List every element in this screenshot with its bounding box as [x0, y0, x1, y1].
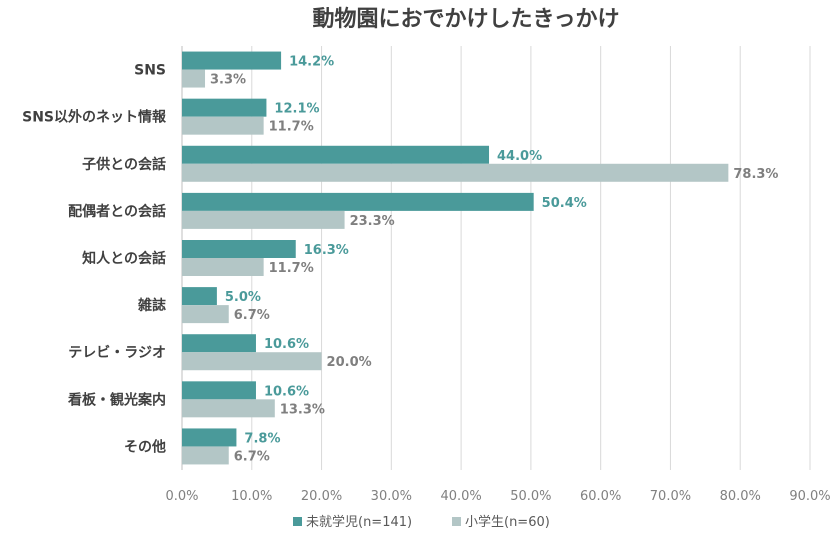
legend-swatch-series-1 [293, 517, 302, 526]
data-label-series-2: 11.7% [269, 261, 314, 276]
x-tick-label: 10.0% [231, 489, 272, 504]
x-tick-label: 0.0% [165, 489, 198, 504]
category-label: テレビ・ラジオ [68, 345, 166, 361]
data-label-series-2: 23.3% [350, 214, 395, 229]
chart-title: 動物園におでかけしたきっかけ [312, 6, 619, 32]
x-tick-label: 50.0% [510, 489, 551, 504]
category-label: その他 [124, 438, 166, 455]
legend-swatch-series-2 [452, 517, 461, 526]
bar-series-2 [182, 163, 729, 182]
data-label-series-1: 12.1% [274, 102, 319, 117]
x-tick-label: 90.0% [789, 489, 830, 504]
x-tick-label: 80.0% [720, 489, 761, 504]
category-labels: SNS SNS以外のネット情報子供との会話配偶者との会話知人との会話雑誌テレビ・ラ… [22, 63, 167, 456]
bar-series-2 [182, 305, 229, 324]
bar-series-2 [182, 446, 229, 465]
data-label-series-2: 78.3% [733, 167, 778, 182]
x-tick-label: 40.0% [440, 489, 481, 504]
legend-label-series-2: 小学生(n=60) [465, 514, 550, 530]
bar-series-1 [182, 240, 296, 258]
category-label: 雑誌 [137, 297, 166, 314]
data-label-series-2: 20.0% [327, 355, 372, 370]
data-label-series-2: 3.3% [210, 73, 246, 88]
x-axis-ticks: 0.0% 10.0% 20.0% 30.0% 40.0% 50.0% 60.0% 70.0% 8… [165, 489, 830, 504]
bar-series-2 [182, 258, 264, 276]
category-label: 子供との会話 [82, 156, 166, 173]
data-label-series-1: 10.6% [264, 384, 309, 399]
bar-series-1 [182, 98, 267, 117]
bar-series-2 [182, 210, 345, 229]
bar-series-2 [182, 352, 322, 371]
category-label: SNS [134, 63, 166, 79]
data-label-series-2: 11.7% [269, 120, 314, 135]
bar-series-1 [182, 428, 237, 447]
category-label: 看板・観光案内 [67, 391, 166, 408]
x-tick-label: 70.0% [650, 489, 691, 504]
data-label-series-1: 16.3% [304, 243, 349, 258]
bar-series-1 [182, 287, 217, 306]
data-label-series-1: 50.4% [542, 196, 587, 211]
data-label-series-2: 13.3% [280, 402, 325, 417]
data-label-series-1: 5.0% [225, 290, 261, 305]
category-label: 知人との会話 [82, 250, 166, 267]
bar-series-1 [182, 51, 282, 70]
bars [182, 51, 729, 465]
data-labels: 14.2%3.3%12.1%11.7%44.0%78.3%50.4%23.3%1… [210, 55, 778, 465]
data-label-series-2: 6.7% [234, 308, 270, 323]
legend-label-series-1: 未就学児(n=141) [306, 514, 412, 530]
bar-series-2 [182, 69, 206, 88]
bar-series-2 [182, 116, 264, 135]
bar-series-1 [182, 381, 256, 400]
x-tick-label: 60.0% [580, 489, 621, 504]
data-label-series-1: 7.8% [244, 431, 280, 446]
data-label-series-1: 10.6% [264, 337, 309, 352]
bar-series-1 [182, 145, 490, 164]
data-label-series-1: 44.0% [497, 149, 542, 164]
legend: 未就学児(n=141) 小学生(n=60) [293, 514, 550, 530]
category-label: 配偶者との会話 [68, 203, 166, 220]
data-label-series-1: 14.2% [289, 55, 334, 70]
bar-series-2 [182, 399, 275, 418]
data-label-series-2: 6.7% [234, 449, 270, 464]
x-tick-label: 20.0% [301, 489, 342, 504]
bar-series-1 [182, 192, 534, 211]
x-tick-label: 30.0% [371, 489, 412, 504]
bar-series-1 [182, 334, 256, 353]
category-label: SNS以外のネット情報 [22, 109, 167, 126]
